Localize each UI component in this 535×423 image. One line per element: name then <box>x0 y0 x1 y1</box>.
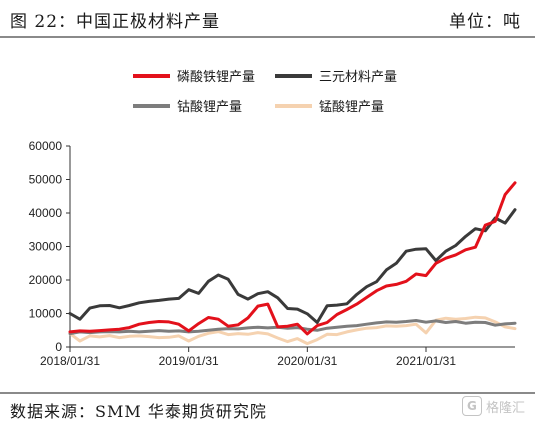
figure-footer: 数据来源：SMM 华泰期货研究院 G 格隆汇 <box>0 394 535 423</box>
y-axis: 0 10000 20000 30000 40000 50000 60000 <box>29 139 71 354</box>
unit-label: 单位：吨 <box>449 12 521 32</box>
watermark-text: 格隆汇 <box>485 400 525 416</box>
top-rule <box>0 36 535 38</box>
legend-label: 三元材料产量 <box>319 69 397 84</box>
y-tick-label: 40000 <box>29 206 63 220</box>
y-tick-label: 20000 <box>29 273 63 287</box>
y-tick-label: 10000 <box>29 307 63 321</box>
figure-header: 图 22：中国正极材料产量 单位：吨 <box>0 0 535 36</box>
y-tick-label: 50000 <box>29 173 63 187</box>
x-axis: 2018/01/31 2019/01/31 2020/01/31 2021/01/31 <box>40 346 515 368</box>
x-tick-label: 2018/01/31 <box>40 354 100 368</box>
x-tick-label: 2020/01/31 <box>277 354 337 368</box>
figure-title: 图 22：中国正极材料产量 <box>10 12 221 32</box>
watermark: G 格隆汇 <box>461 396 525 416</box>
legend-label: 钴酸锂产量 <box>177 99 242 114</box>
series-line-3 <box>68 315 517 346</box>
x-tick-label: 2021/01/31 <box>396 354 456 368</box>
y-tick-label: 30000 <box>29 240 63 254</box>
y-tick-label: 60000 <box>29 139 63 153</box>
watermark-logo-icon: G <box>461 396 482 416</box>
plot-lines <box>68 181 517 346</box>
bottom-rule <box>0 392 535 394</box>
series-line-0 <box>68 181 517 336</box>
series-line-2 <box>68 319 517 336</box>
source-note: 数据来源：SMM 华泰期货研究院 <box>10 402 267 421</box>
y-tick-label: 0 <box>55 340 62 354</box>
legend-label: 锰酸锂产量 <box>319 99 384 114</box>
series-line-1 <box>68 208 517 324</box>
legend-label: 磷酸铁锂产量 <box>177 69 255 84</box>
x-tick-label: 2019/01/31 <box>159 354 219 368</box>
